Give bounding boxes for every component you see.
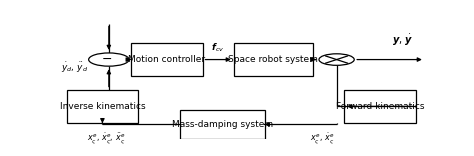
- Text: $-$: $-$: [101, 52, 112, 65]
- Text: Space robot system: Space robot system: [228, 55, 318, 64]
- Bar: [131, 43, 202, 76]
- Text: $\dot{y}_d,\, \ddot{y}_d$: $\dot{y}_d,\, \ddot{y}_d$: [61, 61, 89, 75]
- Bar: [66, 90, 138, 123]
- Text: Forward kinematics: Forward kinematics: [336, 102, 424, 111]
- Text: Mass-damping system: Mass-damping system: [172, 120, 273, 129]
- Text: Motion controller: Motion controller: [128, 55, 205, 64]
- Text: $x^e_\varsigma,\, \dot{x}^e_\varsigma,\, \ddot{x}^e_\varsigma$: $x^e_\varsigma,\, \dot{x}^e_\varsigma,\,…: [87, 131, 125, 146]
- Circle shape: [319, 54, 354, 65]
- Text: $\boldsymbol{f}_{cv}$: $\boldsymbol{f}_{cv}$: [211, 41, 225, 54]
- Circle shape: [89, 53, 129, 66]
- Text: Inverse kinematics: Inverse kinematics: [60, 102, 145, 111]
- Bar: [181, 110, 265, 139]
- Bar: [234, 43, 313, 76]
- Text: $x^e_\varsigma,\, \dot{x}^e_\varsigma$: $x^e_\varsigma,\, \dot{x}^e_\varsigma$: [310, 131, 334, 146]
- Text: $\boldsymbol{y},\, \dot{\boldsymbol{y}}$: $\boldsymbol{y},\, \dot{\boldsymbol{y}}$: [392, 32, 413, 48]
- Bar: [344, 90, 416, 123]
